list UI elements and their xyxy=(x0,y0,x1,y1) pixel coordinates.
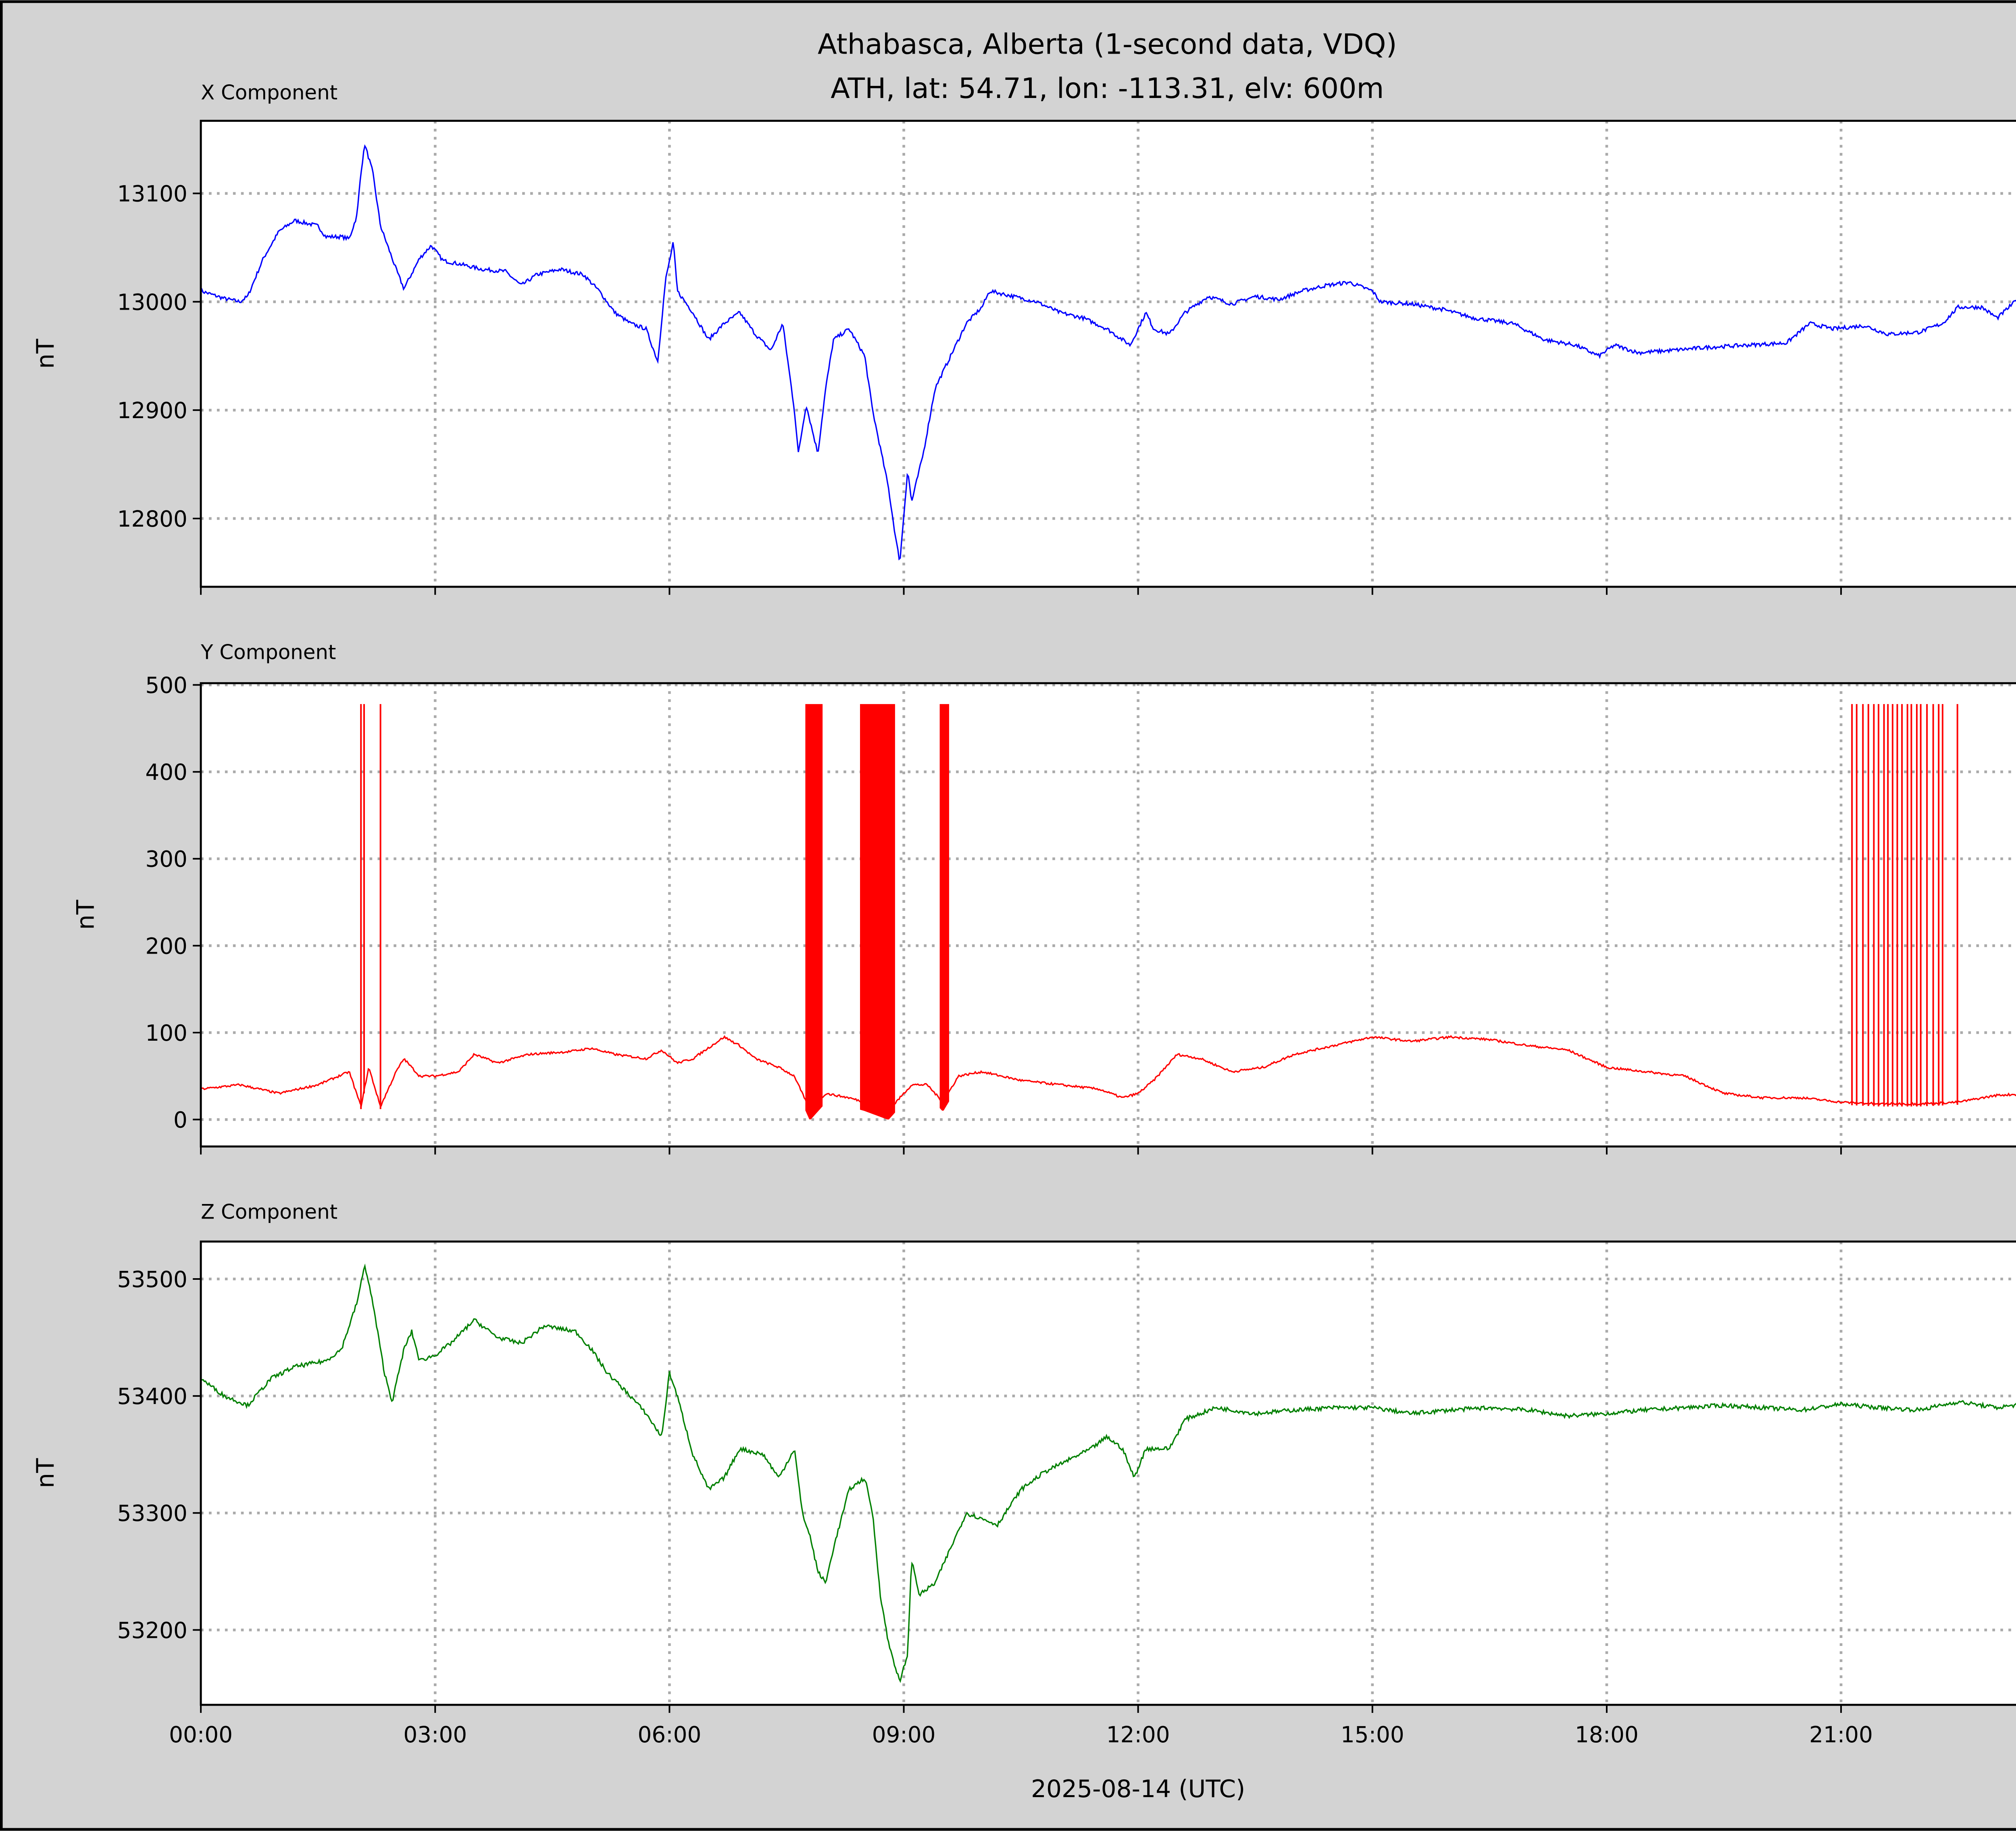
y-tick-label: 100 xyxy=(145,1020,187,1046)
x-tick-label: 12:00 xyxy=(1106,1722,1170,1748)
x-tick-label: 00:00 xyxy=(169,1722,233,1748)
z-component-axes-frame xyxy=(200,1240,2016,1706)
y-component-panel: Y Component nT 0 100 200 300 400 500 xyxy=(72,641,2016,1155)
x-component-plot-area xyxy=(201,121,2016,587)
x-component-title: X Component xyxy=(201,81,337,104)
x-component-ylabel: nT xyxy=(32,339,60,369)
y-tick-label: 200 xyxy=(145,933,187,959)
y-component-series-line xyxy=(201,1035,2016,1111)
x-tick-label: 03:00 xyxy=(403,1722,467,1748)
figure-title-line1: Athabasca, Alberta (1-second data, VDQ) xyxy=(818,28,1397,61)
z-component-panel: Z Component nT 00:00 03:00 06:00 09:00 12:00… xyxy=(32,1200,2016,1748)
y-tick-label: 13100 xyxy=(117,181,187,207)
y-component-spike-band xyxy=(805,704,823,1120)
z-component-series-line xyxy=(201,1263,2016,1683)
y-tick-label: 53200 xyxy=(117,1617,187,1643)
y-tick-label: 53300 xyxy=(117,1500,187,1526)
y-tick-label: 500 xyxy=(145,673,187,698)
y-component-plot-area xyxy=(201,683,2016,1147)
x-component-axes-frame xyxy=(200,120,2016,588)
y-tick-label: 13000 xyxy=(117,289,187,315)
y-tick-label: 53400 xyxy=(117,1383,187,1409)
y-tick-label: 0 xyxy=(173,1107,187,1133)
y-component-title: Y Component xyxy=(200,641,336,664)
x-component-panel: X Component nT 12800 12900 13000 13100 xyxy=(32,81,2016,595)
y-tick-label: 12900 xyxy=(117,398,187,423)
y-component-axes-frame xyxy=(200,682,2016,1148)
y-tick-label: 53500 xyxy=(117,1266,187,1292)
y-tick-label: 300 xyxy=(145,846,187,872)
x-axis-label: 2025-08-14 (UTC) xyxy=(1031,1775,1245,1803)
z-component-plot-area xyxy=(201,1241,2016,1705)
y-component-ylabel: nT xyxy=(72,900,100,930)
z-component-title: Z Component xyxy=(201,1200,337,1224)
x-component-series-line xyxy=(201,144,2016,561)
y-component-spike-band xyxy=(939,704,949,1111)
x-tick-label: 06:00 xyxy=(637,1722,701,1748)
figure-title-line2: ATH, lat: 54.71, lon: -113.31, elv: 600m xyxy=(831,72,1384,105)
y-tick-label: 12800 xyxy=(117,506,187,532)
x-tick-label: 09:00 xyxy=(872,1722,936,1748)
x-tick-label: 15:00 xyxy=(1341,1722,1404,1748)
x-tick-label: 21:00 xyxy=(1809,1722,1873,1748)
y-tick-label: 400 xyxy=(145,759,187,785)
z-component-ylabel: nT xyxy=(32,1458,60,1488)
x-tick-label: 18:00 xyxy=(1575,1722,1639,1748)
y-component-spike-band xyxy=(860,704,895,1120)
